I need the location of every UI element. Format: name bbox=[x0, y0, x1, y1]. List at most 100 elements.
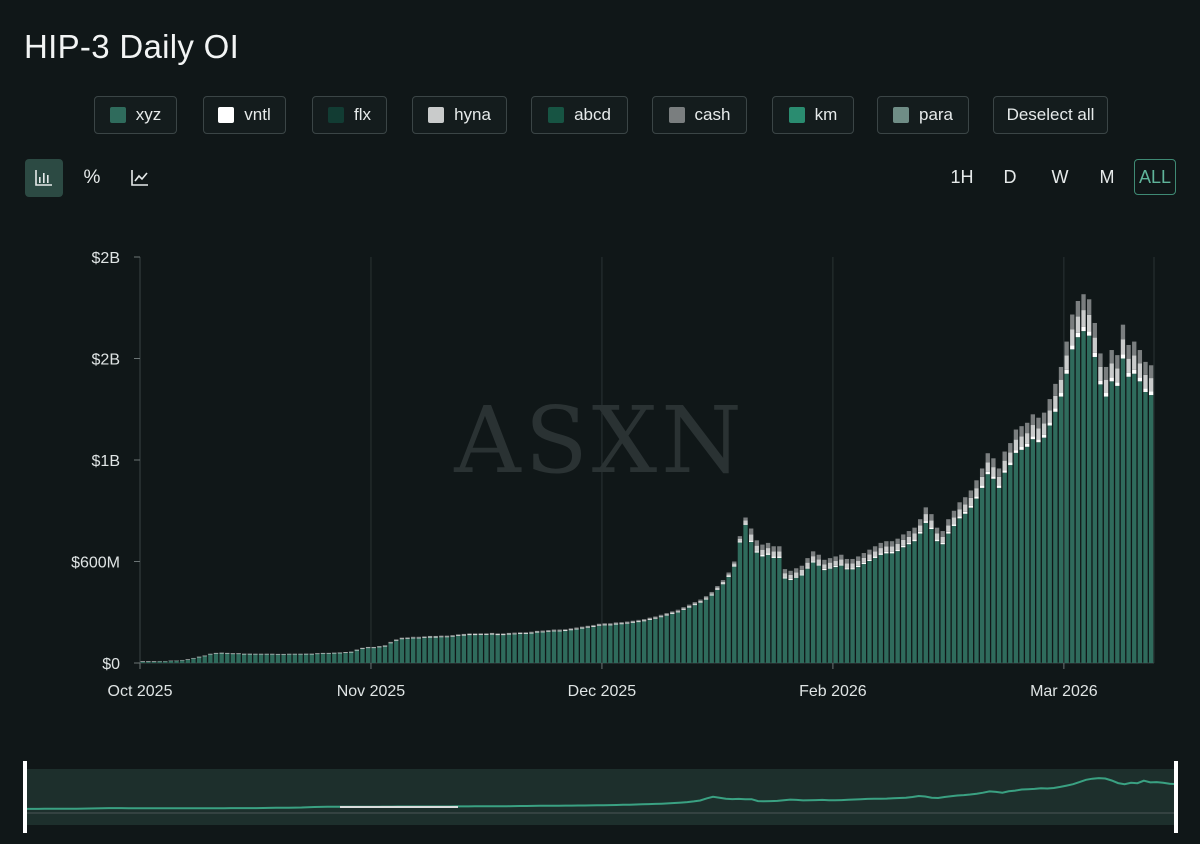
oi-bar[interactable] bbox=[991, 458, 996, 663]
oi-bar[interactable] bbox=[1109, 350, 1114, 663]
oi-bar[interactable] bbox=[698, 599, 703, 663]
oi-bar[interactable] bbox=[771, 546, 776, 663]
percent-view-button[interactable]: % bbox=[73, 159, 111, 197]
oi-bar[interactable] bbox=[489, 632, 495, 663]
oi-bar[interactable] bbox=[320, 652, 326, 663]
oi-bar[interactable] bbox=[518, 632, 523, 663]
oi-bar[interactable] bbox=[456, 634, 461, 663]
oi-bar[interactable] bbox=[810, 551, 816, 663]
oi-bar[interactable] bbox=[1126, 344, 1131, 663]
oi-bar[interactable] bbox=[315, 653, 320, 663]
oi-bar[interactable] bbox=[1053, 383, 1058, 663]
oi-bar[interactable] bbox=[912, 527, 917, 663]
oi-bar[interactable] bbox=[388, 641, 393, 663]
oi-bar[interactable] bbox=[788, 570, 793, 663]
oi-bar[interactable] bbox=[326, 652, 331, 663]
oi-bar[interactable] bbox=[1115, 355, 1120, 663]
oi-bar[interactable] bbox=[247, 653, 252, 663]
range-d[interactable]: D bbox=[1003, 166, 1017, 187]
oi-bar[interactable] bbox=[242, 653, 247, 663]
oi-bar[interactable] bbox=[872, 546, 878, 663]
oi-bar[interactable] bbox=[512, 632, 517, 663]
oi-bar[interactable] bbox=[540, 630, 545, 663]
legend-toggle-km[interactable]: km bbox=[772, 96, 854, 134]
oi-bar[interactable] bbox=[180, 659, 185, 663]
oi-bar[interactable] bbox=[140, 661, 145, 663]
oi-bar[interactable] bbox=[906, 531, 912, 663]
oi-bar[interactable] bbox=[377, 646, 382, 663]
oi-bar[interactable] bbox=[411, 636, 416, 663]
oi-bar[interactable] bbox=[236, 653, 241, 663]
oi-bar[interactable] bbox=[213, 652, 219, 663]
oi-bar[interactable] bbox=[343, 652, 348, 663]
oi-bar[interactable] bbox=[416, 636, 421, 663]
oi-bar[interactable] bbox=[563, 629, 568, 663]
oi-bar[interactable] bbox=[715, 586, 720, 663]
oi-bar[interactable] bbox=[478, 633, 483, 663]
oi-bar[interactable] bbox=[625, 621, 630, 663]
navigator-left-handle[interactable] bbox=[23, 761, 27, 833]
range-navigator[interactable] bbox=[0, 760, 1200, 844]
oi-bar[interactable] bbox=[923, 507, 928, 663]
oi-bar[interactable] bbox=[371, 646, 376, 663]
legend-toggle-hyna[interactable]: hyna bbox=[412, 96, 507, 134]
oi-bar[interactable] bbox=[619, 622, 624, 663]
oi-bar[interactable] bbox=[1013, 429, 1019, 663]
oi-bar[interactable] bbox=[281, 653, 286, 663]
oi-bar[interactable] bbox=[427, 635, 433, 663]
oi-bar[interactable] bbox=[889, 541, 895, 663]
range-w[interactable]: W bbox=[1051, 166, 1069, 187]
oi-bar[interactable] bbox=[963, 497, 968, 663]
oi-bar[interactable] bbox=[957, 502, 962, 663]
oi-bar[interactable] bbox=[163, 660, 168, 663]
oi-bar[interactable] bbox=[636, 619, 641, 663]
oi-bar[interactable] bbox=[613, 622, 619, 663]
oi-bar[interactable] bbox=[506, 632, 512, 663]
oi-bar[interactable] bbox=[574, 627, 579, 663]
oi-bar[interactable] bbox=[1081, 294, 1086, 663]
oi-bar[interactable] bbox=[878, 542, 883, 663]
oi-bar[interactable] bbox=[664, 613, 669, 663]
oi-bar[interactable] bbox=[580, 626, 585, 663]
oi-bar[interactable] bbox=[737, 536, 743, 663]
oi-bar[interactable] bbox=[354, 649, 359, 663]
oi-bar[interactable] bbox=[208, 653, 213, 663]
oi-bar[interactable] bbox=[1132, 341, 1137, 663]
oi-bar[interactable] bbox=[219, 652, 224, 663]
oi-bar[interactable] bbox=[653, 616, 658, 663]
oi-bar[interactable] bbox=[687, 604, 692, 663]
oi-bar[interactable] bbox=[1092, 322, 1097, 663]
oi-bar[interactable] bbox=[979, 468, 985, 663]
oi-bar[interactable] bbox=[292, 653, 298, 663]
oi-bar[interactable] bbox=[275, 653, 281, 663]
oi-bar[interactable] bbox=[608, 623, 613, 663]
oi-bar[interactable] bbox=[151, 661, 157, 663]
oi-bar[interactable] bbox=[799, 565, 805, 663]
oi-bar[interactable] bbox=[940, 531, 945, 663]
oi-bar[interactable] bbox=[918, 519, 923, 663]
oi-bar[interactable] bbox=[1098, 353, 1103, 663]
oi-bar[interactable] bbox=[1030, 414, 1035, 663]
oi-bar[interactable] bbox=[974, 480, 979, 663]
oi-bar[interactable] bbox=[726, 572, 731, 663]
oi-bar[interactable] bbox=[630, 620, 636, 663]
oi-bar[interactable] bbox=[264, 653, 269, 663]
oi-bar[interactable] bbox=[934, 527, 940, 663]
legend-toggle-cash[interactable]: cash bbox=[652, 96, 747, 134]
oi-bar[interactable] bbox=[1025, 422, 1030, 663]
oi-bar[interactable] bbox=[749, 528, 754, 663]
legend-toggle-vntl[interactable]: vntl bbox=[203, 96, 286, 134]
oi-bar[interactable] bbox=[1148, 365, 1154, 663]
range-1h[interactable]: 1H bbox=[950, 166, 974, 187]
oi-bar[interactable] bbox=[670, 611, 675, 663]
oi-bar[interactable] bbox=[703, 596, 709, 663]
oi-bar[interactable] bbox=[405, 637, 410, 663]
oi-bar[interactable] bbox=[303, 653, 309, 663]
legend-toggle-flx[interactable]: flx bbox=[312, 96, 387, 134]
oi-bar[interactable] bbox=[225, 652, 230, 663]
oi-bar[interactable] bbox=[861, 553, 866, 663]
oi-bar[interactable] bbox=[1036, 417, 1041, 663]
oi-bar[interactable] bbox=[168, 660, 174, 663]
oi-bar[interactable] bbox=[844, 558, 850, 663]
oi-bar[interactable] bbox=[591, 624, 596, 663]
